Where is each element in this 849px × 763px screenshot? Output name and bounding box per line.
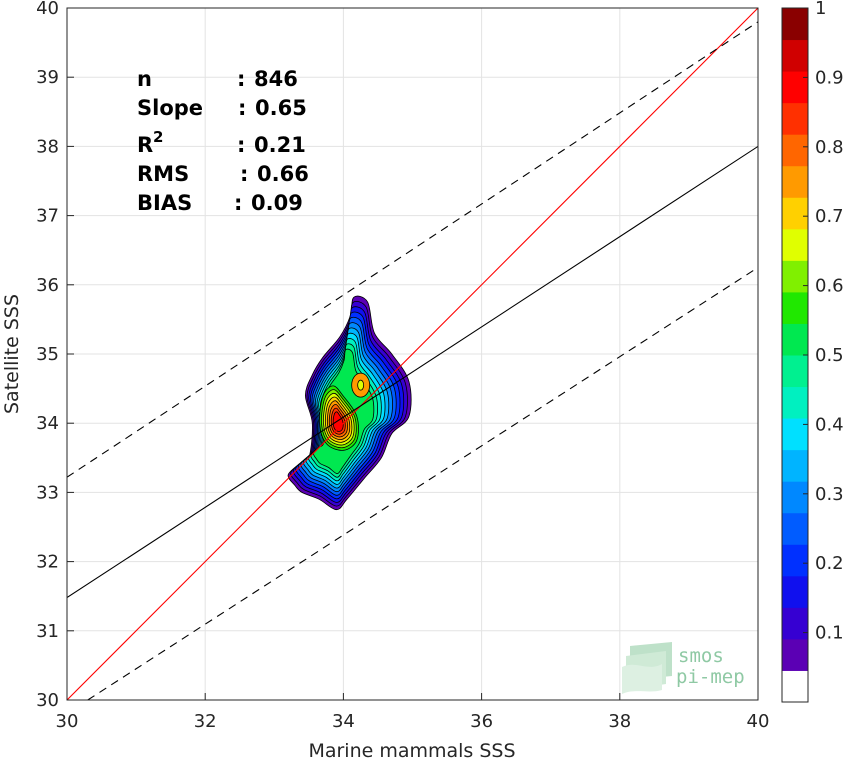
y-tick-label: 34 bbox=[36, 413, 59, 434]
colorbar-segment bbox=[782, 544, 808, 577]
colorbar-segment bbox=[782, 102, 808, 135]
colorbar-segment bbox=[782, 134, 808, 167]
stat-label: R bbox=[137, 133, 153, 157]
stat-value: 846 bbox=[254, 67, 298, 91]
colorbar-segment bbox=[782, 481, 808, 514]
stat-separator: : bbox=[237, 133, 245, 157]
x-tick-label: 34 bbox=[332, 711, 355, 732]
fit-lines bbox=[67, 8, 758, 700]
stat-label-superscript: 2 bbox=[153, 128, 163, 146]
logo-waves-icon bbox=[622, 642, 672, 694]
colorbar-segment bbox=[782, 39, 808, 72]
x-tick-label: 36 bbox=[470, 711, 493, 732]
upper-bound-line bbox=[67, 21, 758, 478]
colorbar-tick-label: 1 bbox=[815, 0, 826, 19]
stat-value: 0.65 bbox=[255, 96, 307, 120]
density-secondary-peak-core bbox=[357, 379, 365, 391]
logo-line1: smos bbox=[678, 645, 724, 667]
x-tick-label: 32 bbox=[194, 711, 217, 732]
y-tick-label: 37 bbox=[36, 206, 59, 227]
x-axis: 30 32 34 36 38 40 bbox=[56, 693, 770, 732]
y-axis: 30 31 32 33 34 35 36 37 38 39 40 bbox=[36, 0, 74, 711]
colorbar-segment bbox=[782, 449, 808, 482]
stat-label: Slope bbox=[137, 96, 203, 120]
colorbar-segment bbox=[782, 228, 808, 261]
y-tick-label: 39 bbox=[36, 67, 59, 88]
y-tick-label: 33 bbox=[36, 482, 59, 503]
colorbar-tick-label: 0.6 bbox=[815, 276, 844, 297]
colorbar: 0.1 0.2 0.3 0.4 0.5 0.6 0.7 0.8 0.9 1 bbox=[781, 0, 844, 703]
colorbar-tick-label: 0.9 bbox=[815, 67, 844, 88]
colorbar-tick-label: 0.1 bbox=[815, 623, 844, 644]
colorbar-tick-label: 0.8 bbox=[815, 137, 844, 158]
y-axis-label: Satellite SSS bbox=[1, 294, 23, 414]
colorbar-tick-label: 0.5 bbox=[815, 345, 844, 366]
colorbar-segment bbox=[782, 512, 808, 545]
colorbar-tick-label: 0.4 bbox=[815, 414, 844, 435]
regression-line bbox=[67, 145, 758, 599]
colorbar-segment bbox=[782, 260, 808, 293]
colorbar-tick-label: 0.2 bbox=[815, 553, 844, 574]
stat-separator: : bbox=[234, 191, 242, 215]
y-tick-label: 31 bbox=[36, 621, 59, 642]
stat-label: n bbox=[137, 67, 152, 91]
y-tick-label: 32 bbox=[36, 552, 59, 573]
stat-label: RMS bbox=[137, 162, 189, 186]
colorbar-segment bbox=[782, 607, 808, 640]
x-tick-label: 40 bbox=[747, 711, 770, 732]
stat-value: 0.21 bbox=[254, 133, 306, 157]
stat-separator: : bbox=[240, 162, 248, 186]
colorbar-segment bbox=[782, 291, 808, 324]
smos-pi-mep-logo: smos pi-mep bbox=[622, 642, 745, 694]
colorbar-segment bbox=[782, 8, 808, 41]
stat-label: BIAS bbox=[137, 191, 192, 215]
logo-line2: pi-mep bbox=[676, 666, 745, 688]
stat-separator: : bbox=[237, 67, 245, 91]
y-tick-label: 36 bbox=[36, 275, 59, 296]
colorbar-segment bbox=[782, 638, 808, 671]
colorbar-segment bbox=[782, 323, 808, 356]
colorbar-segment bbox=[782, 418, 808, 451]
stat-separator: : bbox=[238, 96, 246, 120]
colorbar-segment bbox=[782, 197, 808, 230]
x-tick-label: 30 bbox=[56, 711, 79, 732]
colorbar-tick-label: 0.3 bbox=[815, 484, 844, 505]
colorbar-segment bbox=[782, 386, 808, 419]
y-tick-label: 40 bbox=[36, 0, 59, 19]
lower-bound-line bbox=[87, 267, 758, 700]
y-tick-label: 35 bbox=[36, 344, 59, 365]
colorbar-segment bbox=[782, 71, 808, 104]
colorbar-segment bbox=[782, 355, 808, 388]
y-tick-label: 30 bbox=[36, 690, 59, 711]
colorbar-tick-label: 0.7 bbox=[815, 206, 844, 227]
grid-lines bbox=[66, 7, 759, 701]
stat-value: 0.66 bbox=[257, 162, 309, 186]
density-contours bbox=[287, 295, 412, 511]
x-axis-label: Marine mammals SSS bbox=[308, 740, 515, 762]
colorbar-segment bbox=[782, 670, 808, 703]
colorbar-segment bbox=[782, 165, 808, 198]
one-to-one-line bbox=[67, 8, 758, 700]
stat-value: 0.09 bbox=[251, 191, 303, 215]
colorbar-segment bbox=[782, 575, 808, 608]
y-tick-label: 38 bbox=[36, 136, 59, 157]
x-tick-label: 38 bbox=[608, 711, 631, 732]
